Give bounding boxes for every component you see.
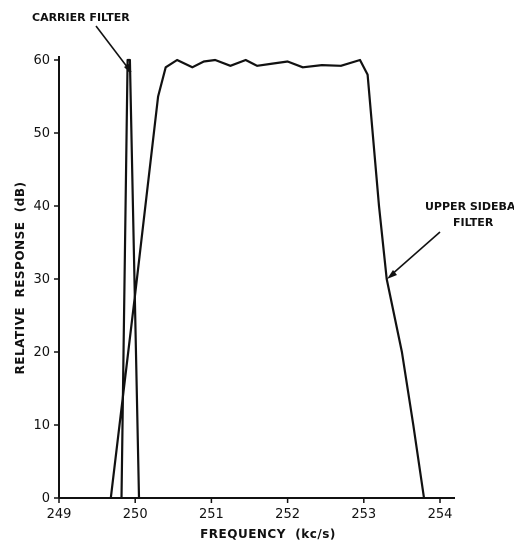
data-point — [164, 66, 167, 69]
annotation-carrier-arrowhead — [124, 64, 131, 74]
data-point — [244, 59, 247, 61]
data-point — [229, 65, 232, 67]
data-point — [340, 65, 342, 67]
data-point — [286, 60, 289, 63]
y-tick-label: 20 — [33, 345, 50, 360]
x-tick-label: 253 — [351, 507, 376, 522]
data-point — [110, 497, 112, 499]
series-carrier-filter — [120, 58, 141, 499]
annotation-carrier-arrow — [95, 25, 132, 73]
data-point — [120, 497, 123, 499]
x-tick-label: 252 — [275, 507, 300, 522]
x-tick-label: 251 — [199, 507, 224, 522]
data-point — [423, 497, 425, 499]
data-point — [129, 59, 131, 61]
data-point — [214, 59, 216, 61]
x-axis-label: FREQUENCY (kc/s) — [200, 527, 336, 541]
series-upper-sideband-filter — [109, 58, 426, 499]
data-point — [126, 59, 129, 61]
data-point — [203, 60, 205, 63]
x-tick-label: 254 — [428, 507, 453, 522]
annotation-layer: CARRIER FILTER UPPER SIDEBAND FILTER — [32, 11, 514, 279]
annotation-upper-sideband: UPPER SIDEBAND FILTER — [425, 200, 514, 229]
data-point — [302, 66, 304, 69]
y-tick-label: 10 — [33, 418, 50, 433]
x-tick-label: 249 — [47, 507, 72, 522]
data-point — [321, 64, 323, 66]
data-point — [366, 73, 369, 76]
data-point — [412, 424, 415, 426]
axes: 249 250 251 252 253 254 0 10 20 30 40 50 60 — [33, 53, 455, 522]
data-point — [134, 292, 136, 295]
annotation-carrier-filter: CARRIER FILTER — [32, 11, 130, 24]
data-point — [370, 117, 373, 120]
data-point — [378, 205, 380, 207]
series-line — [109, 58, 426, 499]
annotation-upper-sideband-arrow — [389, 231, 441, 277]
annotation-upper-sideband-line1: UPPER SIDEBAND — [425, 200, 514, 213]
y-tick-label: 0 — [42, 491, 50, 506]
annotation-upper-sideband-arrowhead — [387, 270, 397, 279]
y-ticks: 0 10 20 30 40 50 60 — [33, 53, 59, 506]
data-point — [271, 62, 274, 65]
data-point — [191, 66, 194, 69]
data-point — [256, 65, 258, 67]
series-layer — [109, 58, 426, 499]
data-point — [385, 278, 388, 280]
x-tick-label: 250 — [123, 507, 148, 522]
data-point — [138, 497, 140, 499]
y-tick-label: 50 — [33, 126, 50, 141]
data-point — [176, 59, 178, 61]
x-ticks: 249 250 251 252 253 254 — [47, 498, 453, 522]
y-tick-label: 40 — [33, 199, 50, 214]
data-point — [401, 351, 403, 353]
series-line — [120, 58, 141, 499]
y-tick-label: 30 — [33, 272, 50, 287]
data-point — [157, 95, 159, 98]
data-point — [359, 59, 361, 61]
annotation-upper-sideband-line2: FILTER — [453, 216, 494, 229]
y-axis-label: RELATIVE RESPONSE (dB) — [13, 182, 27, 375]
y-tick-label: 60 — [33, 53, 50, 68]
